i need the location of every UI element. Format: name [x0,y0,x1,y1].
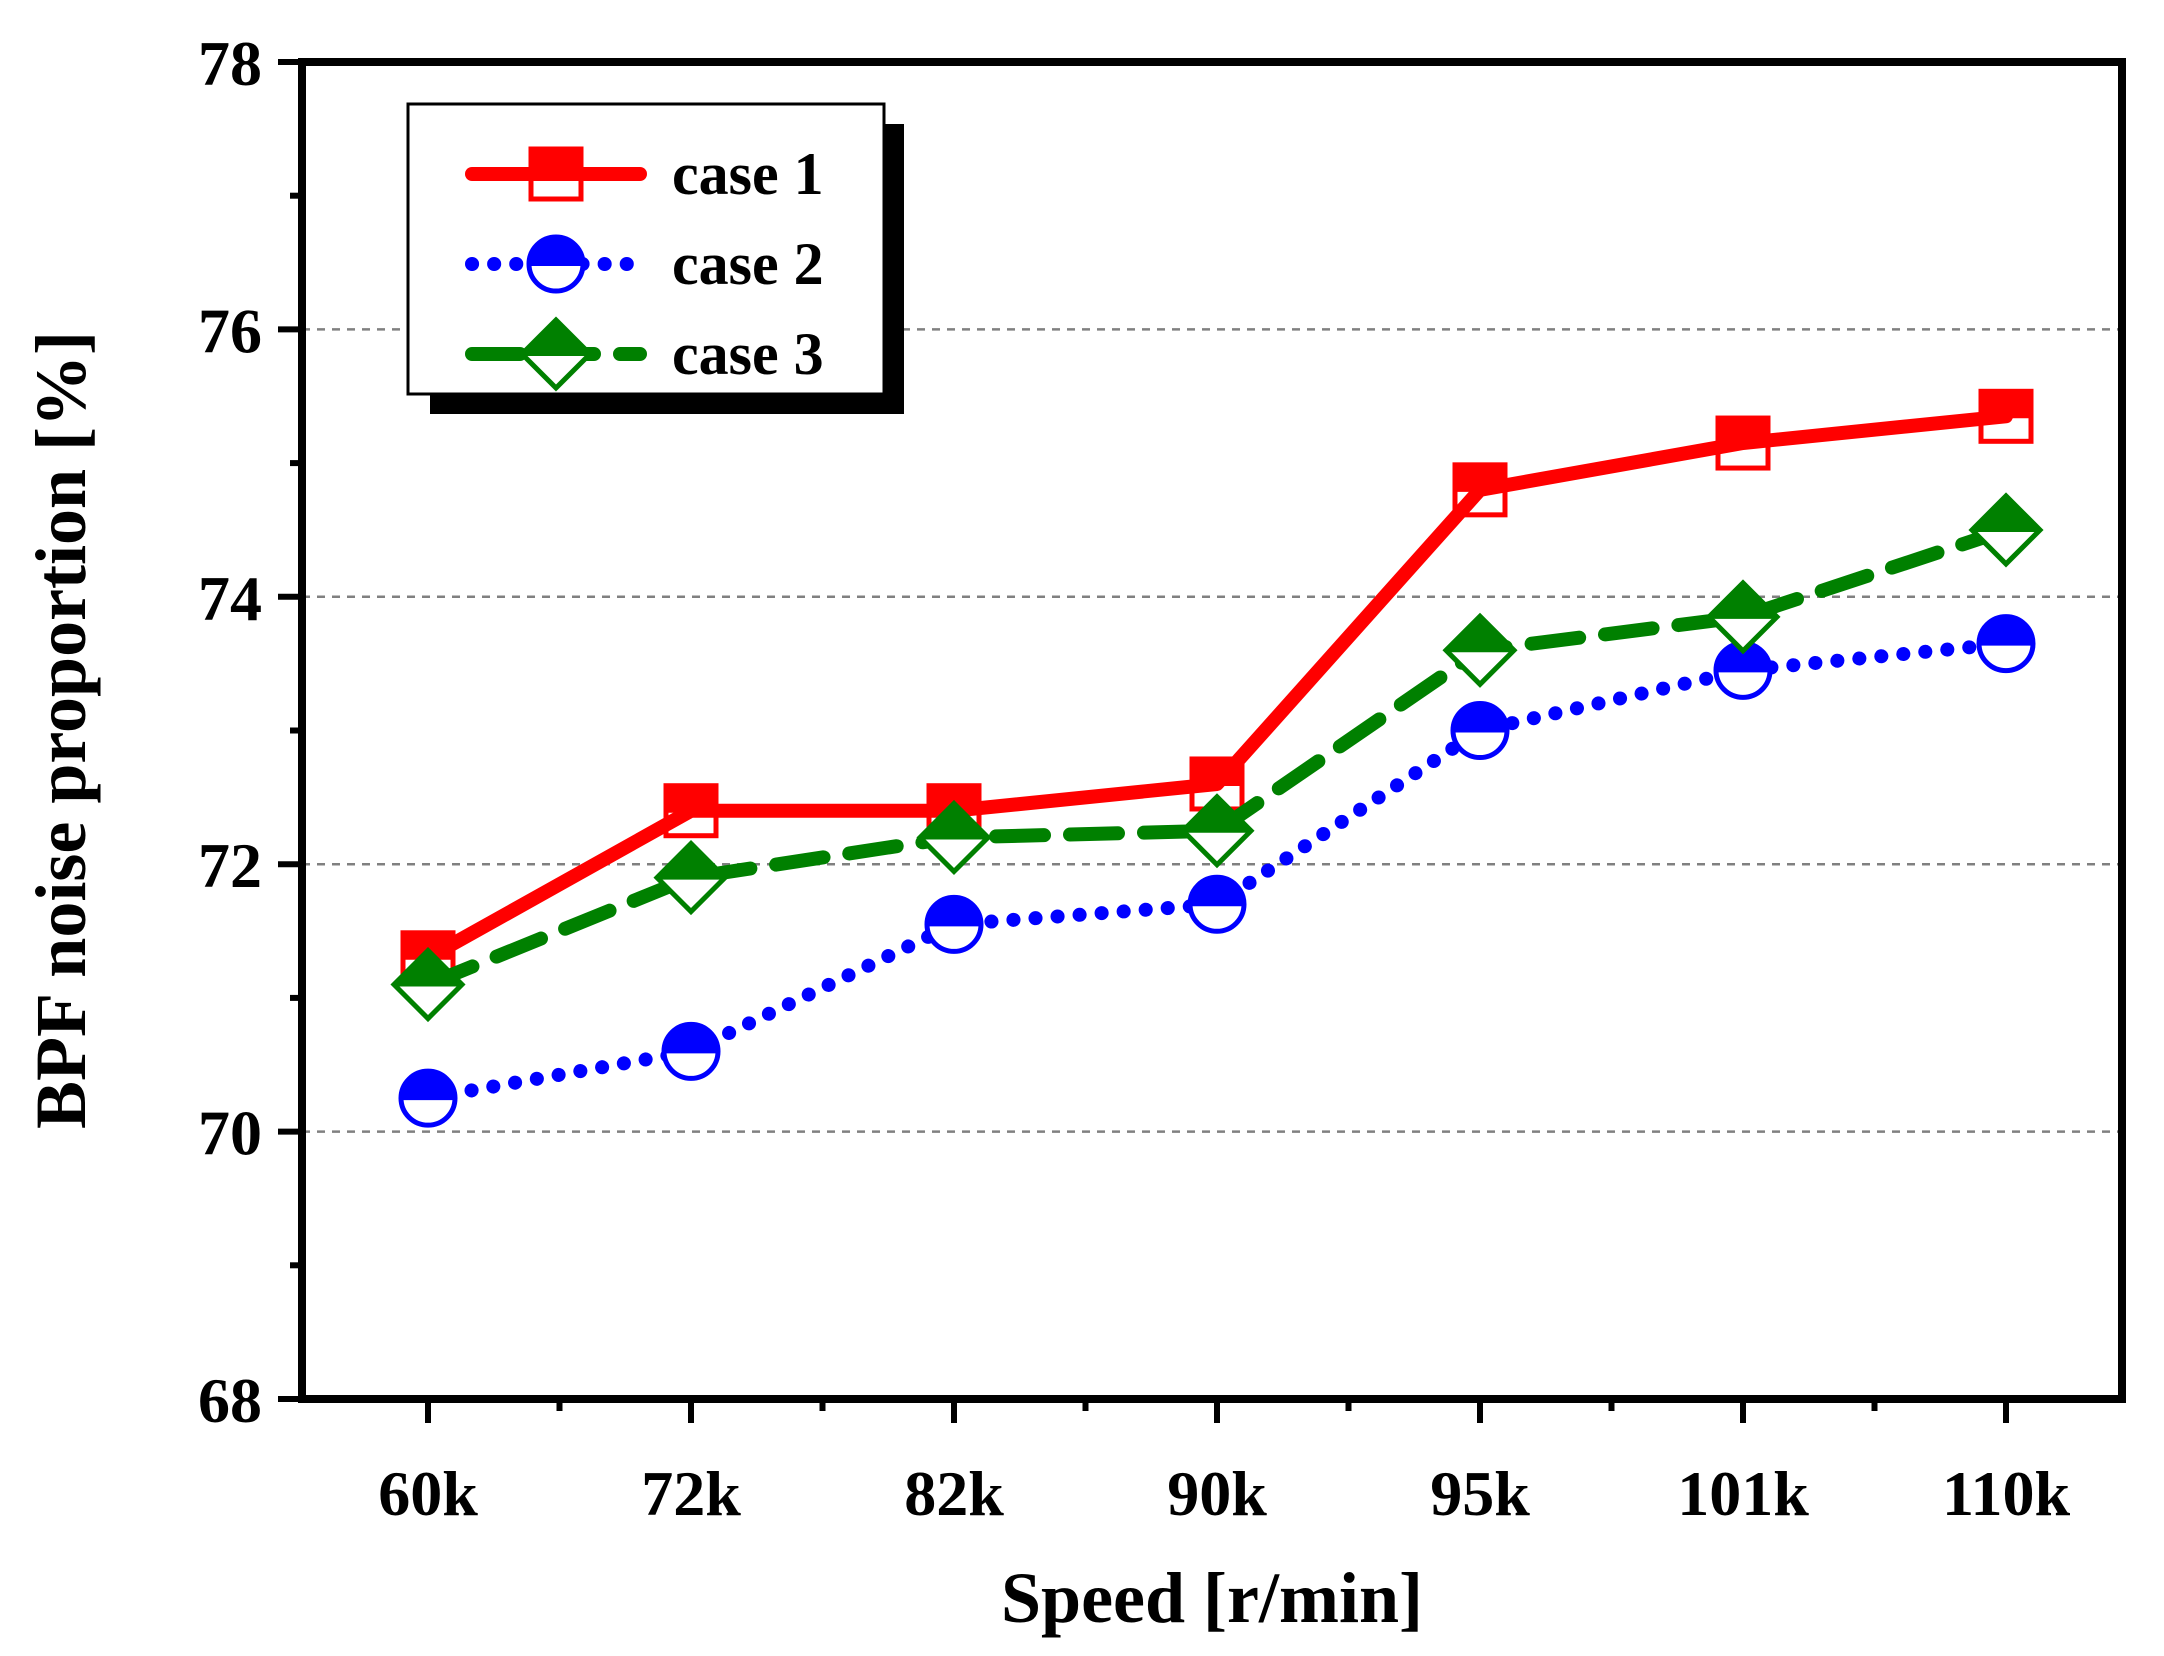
y-axis-title: BPF noise proportion [%] [21,331,101,1129]
data-point-case-2-110k [1976,614,2036,674]
y-tick-label-78: 78 [198,28,262,99]
marker-outline [916,799,992,875]
marker-fill [1716,643,1770,671]
marker-outline [653,840,729,916]
marker-outline [1442,612,1518,688]
marker-fill [1453,703,1507,731]
legend: case 1 case 2 case 3 [406,102,904,414]
series-case-1 [400,388,2034,986]
marker-fill [531,149,581,174]
data-point-case-3-72k [653,840,729,916]
x-tick-label-95k: 95k [1430,1458,1530,1529]
marker-fill [401,1071,455,1099]
marker-fill [394,950,462,985]
marker-outline [1179,793,1255,869]
marker-fill [1981,391,2031,417]
legend-marker-case-3 [518,316,594,392]
marker-fill [1183,796,1251,831]
marker-fill [664,1024,718,1052]
series-layer [390,388,2044,1128]
marker-fill [1709,582,1777,617]
legend-entry-case-3: case 3 [465,316,824,392]
x-axis-title: Speed [r/min] [1001,1558,1423,1638]
marker-fill [920,803,988,838]
marker-fill [657,843,725,878]
marker-fill [1446,616,1514,651]
series-case-2 [398,614,2036,1128]
marker-fill [1455,464,1505,490]
legend-box [406,102,886,396]
data-point-case-3-90k [1179,793,1255,869]
data-point-case-2-82k [924,894,984,954]
legend-label-case-3: case 3 [672,321,824,387]
data-point-case-2-90k [1187,874,1247,934]
marker-fill [529,237,583,264]
y-tick-label-70: 70 [198,1098,262,1169]
data-point-case-2-101k [1713,640,1773,700]
data-point-case-3-110k [1968,492,2044,568]
data-point-case-2-72k [661,1021,721,1081]
marker-fill [1190,877,1244,905]
marker-outline [1968,492,2044,568]
y-tick-label-74: 74 [198,563,262,634]
data-point-case-3-101k [1705,579,1781,655]
legend-entry-case-1: case 1 [465,141,824,207]
axes: 68 70 72 74 76 78 60k 72k 82k 90k 95k 101k 110k [198,28,2070,1529]
data-point-case-3-95k [1442,612,1518,688]
legend-label-case-1: case 1 [672,141,824,207]
x-tick-label-60k: 60k [378,1458,478,1529]
y-tick-label-76: 76 [198,295,262,366]
legend-label-case-2: case 2 [672,231,824,297]
data-point-case-1-95k [1452,462,1508,518]
x-tick-label-72k: 72k [641,1458,741,1529]
legend-marker-case-2 [526,234,586,294]
data-point-case-3-82k [916,799,992,875]
marker-fill [1718,418,1768,444]
marker-fill [1192,758,1242,784]
x-tick-label-90k: 90k [1167,1458,1267,1529]
legend-entry-case-2: case 2 [465,231,824,297]
legend-marker-case-1 [528,146,584,202]
marker-fill [927,897,981,925]
y-tick-label-68: 68 [198,1365,262,1436]
marker-fill [666,785,716,811]
data-point-case-1-101k [1715,415,1771,471]
data-point-case-2-95k [1450,701,1510,760]
data-point-case-3-60k [390,946,466,1023]
x-tick-label-110k: 110k [1942,1458,2070,1529]
x-tick-label-101k: 101k [1677,1458,1809,1529]
marker-outline [518,316,594,392]
marker-outline [390,946,466,1023]
marker-fill [1979,616,2033,644]
data-point-case-1-110k [1978,388,2034,444]
marker-fill [522,320,590,354]
data-point-case-1-72k [663,783,719,839]
x-tick-label-82k: 82k [904,1458,1004,1529]
data-point-case-2-60k [398,1068,458,1128]
marker-outline [1705,579,1781,655]
marker-fill [1972,495,2040,530]
series-case-3 [390,492,2044,1023]
y-tick-label-72: 72 [198,830,262,901]
